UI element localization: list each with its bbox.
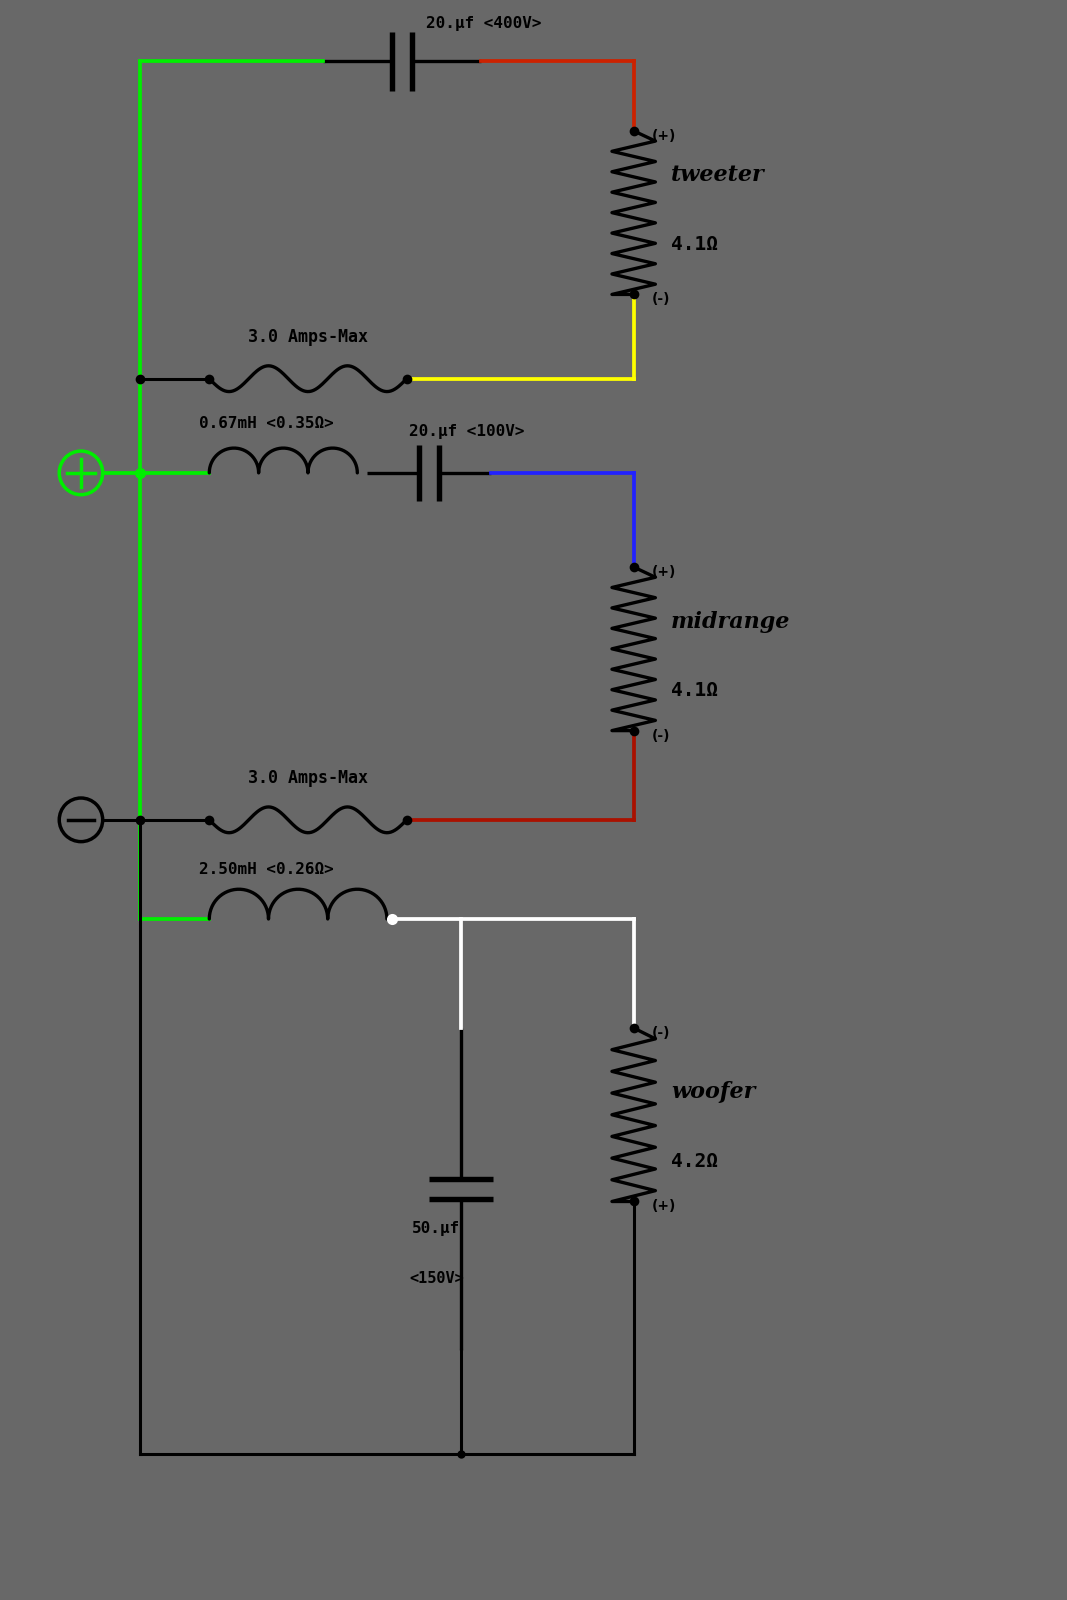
- Text: <150V>: <150V>: [409, 1270, 464, 1286]
- Text: woofer: woofer: [671, 1082, 755, 1104]
- Text: (+): (+): [652, 1200, 675, 1213]
- Text: midrange: midrange: [671, 611, 791, 632]
- Text: 20.μf <100V>: 20.μf <100V>: [409, 424, 524, 438]
- Text: 0.67mH <0.35Ω>: 0.67mH <0.35Ω>: [200, 416, 334, 430]
- Text: 4.1Ω: 4.1Ω: [671, 682, 718, 701]
- Text: 3.0 Amps-Max: 3.0 Amps-Max: [248, 328, 368, 346]
- Text: 3.0 Amps-Max: 3.0 Amps-Max: [248, 770, 368, 787]
- Text: 20.μf <400V>: 20.μf <400V>: [427, 16, 542, 32]
- Text: (-): (-): [652, 728, 670, 742]
- Text: (+): (+): [652, 130, 675, 142]
- Text: (-): (-): [652, 1026, 670, 1040]
- Text: (+): (+): [652, 565, 675, 579]
- Text: 4.2Ω: 4.2Ω: [671, 1152, 718, 1171]
- Text: 4.1Ω: 4.1Ω: [671, 235, 718, 254]
- Text: 50.μf: 50.μf: [412, 1221, 460, 1237]
- Text: tweeter: tweeter: [671, 165, 765, 187]
- Text: (-): (-): [652, 293, 670, 306]
- Text: 2.50mH <0.26Ω>: 2.50mH <0.26Ω>: [200, 862, 334, 877]
